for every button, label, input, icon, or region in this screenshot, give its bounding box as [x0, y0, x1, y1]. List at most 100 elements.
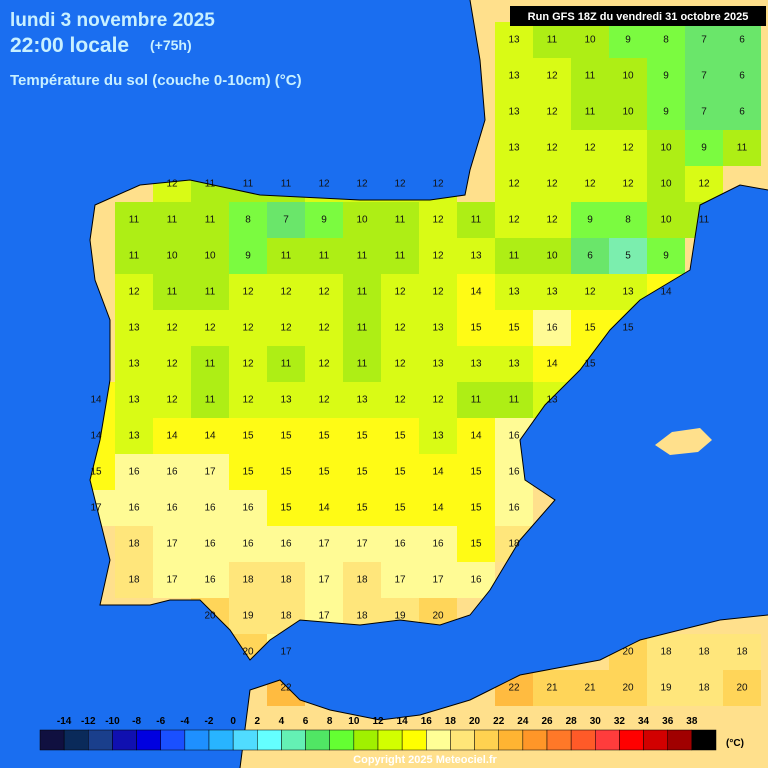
temp-cell [381, 202, 419, 238]
temp-value: 15 [394, 431, 406, 442]
temp-value: 12 [546, 71, 558, 82]
temp-cell [191, 490, 229, 526]
temp-cell [153, 490, 191, 526]
temp-cell [305, 274, 343, 310]
temp-cell [533, 130, 571, 166]
colorbar-swatch [353, 729, 379, 751]
temp-cell [191, 202, 229, 238]
temp-value: 14 [204, 431, 216, 442]
temp-cell [457, 382, 495, 418]
temp-cell [153, 562, 191, 598]
temp-value: 16 [546, 323, 558, 334]
temp-value: 15 [470, 503, 482, 514]
colorbar-tick-label: -8 [132, 716, 141, 727]
temp-value: 13 [508, 35, 520, 46]
temp-value: 21 [584, 683, 596, 694]
temp-value: 12 [394, 323, 406, 334]
temp-cell [571, 94, 609, 130]
temp-value: 10 [660, 179, 672, 190]
temp-cell [305, 490, 343, 526]
colorbar-swatch [426, 729, 451, 751]
temp-cell [419, 382, 457, 418]
temp-cell [305, 454, 343, 490]
temp-cell [723, 94, 761, 130]
colorbar-tick-label: 34 [638, 716, 650, 727]
temp-cell [343, 202, 381, 238]
colorbar-tick-label: -6 [156, 716, 165, 727]
temp-value: 17 [356, 539, 368, 550]
temp-value: 9 [663, 71, 669, 82]
temp-value: 20 [622, 683, 634, 694]
temp-value: 14 [318, 503, 330, 514]
temp-cell [115, 238, 153, 274]
temp-cell [153, 274, 191, 310]
run-box [510, 6, 766, 26]
run: Run GFS 18Z du vendredi 31 octobre 2025 [528, 11, 749, 23]
values: 13 11 10 9 8 7 6 13 12 11 10 9 7 6 13 12 11 10 9 7 6 13 12 12 12… [90, 35, 748, 694]
temp-cell [115, 202, 153, 238]
temp-cell [229, 598, 267, 634]
temp-cell [153, 238, 191, 274]
temp-cell [305, 238, 343, 274]
temp-cell [305, 310, 343, 346]
temp-cell [419, 274, 457, 310]
temp-value: 12 [318, 287, 330, 298]
temp-value: 12 [584, 287, 596, 298]
temp-cell [723, 58, 761, 94]
temp-value: 12 [432, 395, 444, 406]
temp-value: 12 [356, 179, 368, 190]
colorbar-swatch [643, 729, 668, 751]
temp-value: 13 [546, 395, 558, 406]
temp-value: 12 [318, 359, 330, 370]
temp-cell [229, 346, 267, 382]
temp-value: 22 [280, 683, 292, 694]
colorbar-swatch [329, 729, 355, 751]
colorbar-swatch [619, 729, 644, 751]
temp-value: 16 [432, 539, 444, 550]
temp-cell [571, 130, 609, 166]
temp-value: 18 [356, 611, 368, 622]
temp-cell [533, 274, 571, 310]
temp-cell [495, 238, 533, 274]
temp-value: 13 [128, 359, 140, 370]
temp-cell [647, 166, 685, 202]
temp-cell [153, 418, 191, 454]
temp-cell [495, 346, 533, 382]
temp-cell [381, 562, 419, 598]
temp-value: 12 [432, 179, 444, 190]
temp-cell [267, 562, 305, 598]
temp-value: 12 [394, 179, 406, 190]
temp-value: 10 [356, 215, 368, 226]
temp-value: 13 [546, 287, 558, 298]
temp-value: 8 [663, 35, 669, 46]
temp-cell [343, 454, 381, 490]
temp-value: 14 [470, 287, 482, 298]
temp-value: 12 [546, 143, 558, 154]
temp-cell [267, 382, 305, 418]
temp-value: 11 [205, 215, 216, 226]
temp-value: 20 [204, 611, 216, 622]
temp-value: 18 [698, 683, 710, 694]
temp-cell [343, 418, 381, 454]
temp-cell [343, 238, 381, 274]
temp-value: 12 [318, 323, 330, 334]
temp-value: 18 [128, 575, 140, 586]
temp-value: 12 [394, 287, 406, 298]
temp-value: 16 [242, 539, 254, 550]
temp-value: 15 [318, 431, 330, 442]
unit: (°C) [726, 738, 744, 749]
temp-value: 18 [698, 647, 710, 658]
temp-value: 9 [701, 143, 707, 154]
temp-cell [457, 346, 495, 382]
colorbar-tick-label: -10 [105, 716, 120, 727]
colorbar-swatch [63, 729, 89, 751]
temp-cell [495, 310, 533, 346]
temp-value: 19 [242, 611, 254, 622]
temp-value: 13 [622, 287, 634, 298]
temp-value: 17 [394, 575, 406, 586]
temp-value: 11 [281, 251, 292, 262]
temp-value: 12 [508, 215, 520, 226]
temp-value: 10 [622, 107, 634, 118]
colorbar-swatch [39, 729, 65, 751]
temp-cell [685, 166, 723, 202]
